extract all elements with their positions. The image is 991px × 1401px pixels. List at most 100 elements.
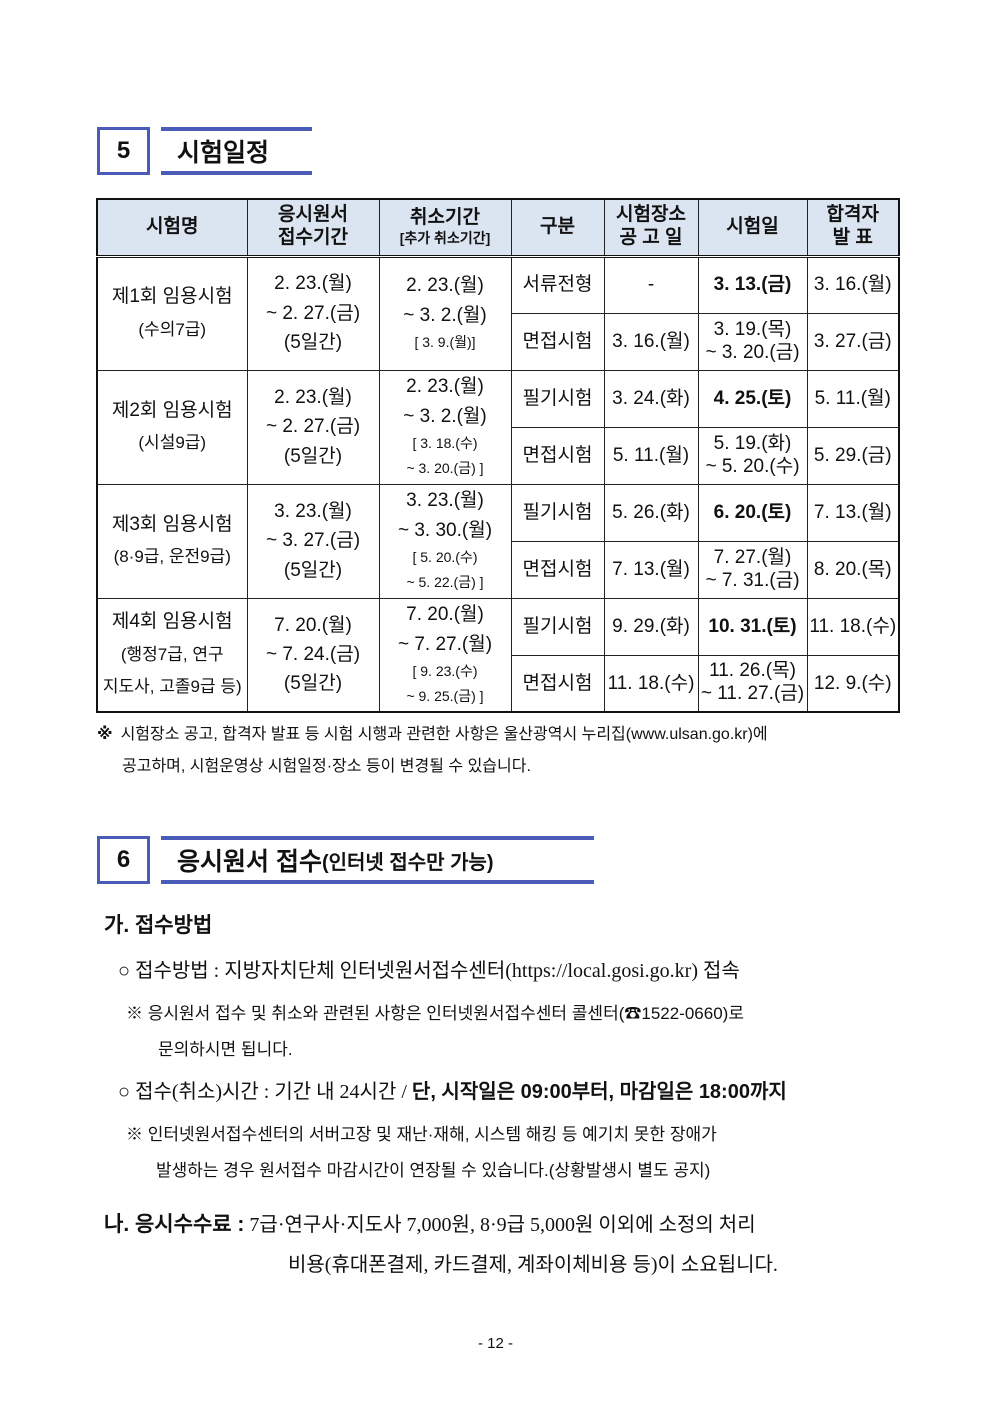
column-header: 시험장소 공 고 일 xyxy=(603,198,699,258)
exam-name-cell: 제1회 임용시험 (수의7급) xyxy=(96,255,248,371)
cancel-period-cell: 2. 23.(월) ~ 3. 2.(월) [ 3. 18.(수) ~ 3. 20.… xyxy=(378,369,512,485)
venue-notice-date-cell: 3. 24.(화) xyxy=(603,369,699,428)
result-date-cell: 5. 11.(월) xyxy=(806,369,900,428)
exam-name: 제4회 임용시험 xyxy=(111,611,233,633)
column-header: 응시원서 접수기간 xyxy=(246,198,380,258)
exam-name: 제1회 임용시험 xyxy=(111,286,233,308)
extra-cancel-period: [ 9. 23.(수) ~ 9. 25.(금) ] xyxy=(406,663,484,705)
exam-type-cell: 면접시험 xyxy=(510,312,605,371)
time-note-1: ※ 인터넷원서접수센터의 서버고장 및 재난·재해, 시스템 해킹 등 예기치 … xyxy=(126,1125,717,1144)
venue-notice-date-cell: - xyxy=(603,255,699,314)
exam-date-cell: 3. 13.(금) xyxy=(697,255,808,314)
cancel-period-cell: 2. 23.(월) ~ 3. 2.(월) [ 3. 9.(월)] xyxy=(378,255,512,371)
exam-date-cell: 5. 19.(화) ~ 5. 20.(수) xyxy=(697,426,808,485)
exam-name-cell: 제3회 임용시험 (8·9급, 운전9급) xyxy=(96,483,248,599)
section-title-main: 응시원서 접수 xyxy=(177,848,322,876)
cancel-period: 2. 23.(월) ~ 3. 2.(월) xyxy=(403,376,487,427)
cancel-period: 2. 23.(월) ~ 3. 2.(월) xyxy=(403,275,487,326)
time-prefix: ○ 접수(취소)시간 : 기간 내 24시간 / xyxy=(118,1081,412,1103)
table-header-row: 시험명 응시원서 접수기간 취소기간 [추가 취소기간] 구분 시험장소 공 고 일 시험일… xyxy=(96,198,900,258)
column-header-label: 시험명 xyxy=(146,215,199,237)
venue-notice-date-cell: 5. 11.(월) xyxy=(603,426,699,485)
table-row: 면접시험 7. 13.(월) 7. 27.(월) ~ 7. 31.(금) 8. 20.… xyxy=(97,540,900,599)
exam-grade: (8·9급, 운전9급) xyxy=(113,547,231,566)
exam-date-cell: 4. 25.(토) xyxy=(697,369,808,428)
cancel-period: 7. 20.(월) ~ 7. 27.(월) xyxy=(397,604,493,655)
venue-notice-date-cell: 5. 26.(화) xyxy=(603,483,699,542)
exam-date-cell: 6. 20.(토) xyxy=(697,483,808,542)
exam-name: 제3회 임용시험 xyxy=(111,513,233,535)
exam-date-cell: 10. 31.(토) xyxy=(697,597,808,656)
fee-line-1: 나. 응시수수료 : 7급·연구사·지도사 7,000원, 8·9급 5,000… xyxy=(104,1208,756,1238)
page-number: - 12 - xyxy=(477,1335,513,1352)
cancel-period: 3. 23.(월) ~ 3. 30.(월) xyxy=(397,490,493,541)
table-row: 제4회 임용시험 (행정7급, 연구 지도사, 고졸9급 등) 7. 20.(월)… xyxy=(96,597,900,713)
exam-grade: (시설9급) xyxy=(138,433,207,452)
column-header-label: 합격자 발 표 xyxy=(826,204,879,249)
exam-type-cell: 필기시험 xyxy=(510,369,605,428)
column-header: 구분 xyxy=(510,198,605,258)
table-row: 면접시험 11. 18.(수) 11. 26.(목) ~ 11. 27.(금) 12.… xyxy=(97,654,900,713)
exam-type-cell: 필기시험 xyxy=(510,597,605,656)
exam-type-cell: 필기시험 xyxy=(510,483,605,542)
exam-date-cell: 3. 19.(목) ~ 3. 20.(금) xyxy=(697,312,808,371)
time-note-2: 발생하는 경우 원서접수 마감시간이 연장될 수 있습니다.(상황발생시 별도 … xyxy=(156,1161,711,1180)
exam-type-cell: 면접시험 xyxy=(510,540,605,599)
table-row: 제1회 임용시험 (수의7급) 2. 23.(월) ~ 2. 27.(금) (5일… xyxy=(96,255,900,371)
result-date-cell: 3. 27.(금) xyxy=(806,312,900,371)
application-period-cell: 2. 23.(월) ~ 2. 27.(금) (5일간) xyxy=(246,369,380,485)
application-period-cell: 7. 20.(월) ~ 7. 24.(금) (5일간) xyxy=(246,597,380,713)
column-header-label: 시험일 xyxy=(726,215,779,237)
exam-type-cell: 면접시험 xyxy=(510,426,605,485)
section-title: 시험일정 xyxy=(161,127,312,175)
extra-cancel-period: [ 3. 18.(수) ~ 3. 20.(금) ] xyxy=(406,435,484,477)
result-date-cell: 7. 13.(월) xyxy=(806,483,900,542)
column-header: 시험명 xyxy=(96,198,248,258)
exam-name: 제2회 임용시험 xyxy=(111,399,233,421)
exam-schedule-table: 시험명 응시원서 접수기간 취소기간 [추가 취소기간] 구분 시험장소 공 고 일 시험일… xyxy=(96,198,900,713)
method-note-2: 문의하시면 됩니다. xyxy=(158,1040,293,1059)
exam-grade: (행정7급, 연구 지도사, 고졸9급 등) xyxy=(102,644,242,696)
venue-notice-date-cell: 11. 18.(수) xyxy=(603,654,699,713)
fee-text-1: 7급·연구사·지도사 7,000원, 8·9급 5,000원 이외에 소정의 처… xyxy=(249,1214,756,1236)
application-period-cell: 2. 23.(월) ~ 2. 27.(금) (5일간) xyxy=(246,255,380,371)
subsection-heading: 가. 접수방법 xyxy=(104,914,213,937)
application-period-cell: 3. 23.(월) ~ 3. 27.(금) (5일간) xyxy=(246,483,380,599)
table-note: ※ 시험장소 공고, 합격자 발표 등 시험 시행과 관련한 사항은 울산광역시 … xyxy=(97,719,768,751)
cancel-period-cell: 7. 20.(월) ~ 7. 27.(월) [ 9. 23.(수) ~ 9. 25… xyxy=(378,597,512,713)
column-header-label: 구분 xyxy=(540,215,575,237)
note-mark-icon: ※ xyxy=(97,726,113,743)
exam-type-cell: 면접시험 xyxy=(510,654,605,713)
column-header: 합격자 발 표 xyxy=(806,198,900,258)
exam-name-cell: 제4회 임용시험 (행정7급, 연구 지도사, 고졸9급 등) xyxy=(96,597,248,713)
column-header: 시험일 xyxy=(697,198,808,258)
result-date-cell: 12. 9.(수) xyxy=(806,654,900,713)
venue-notice-date-cell: 9. 29.(화) xyxy=(603,597,699,656)
result-date-cell: 11. 18.(수) xyxy=(806,597,900,656)
fee-text-2: 비용(휴대폰결제, 카드결제, 계좌이체비용 등)이 소요됩니다. xyxy=(288,1254,778,1276)
method-note-1: ※ 응시원서 접수 및 취소와 관련된 사항은 인터넷원서접수센터 콜센터(☎1… xyxy=(126,1004,744,1023)
section-title-sub: (인터넷 접수만 가능) xyxy=(321,851,494,874)
column-header-sublabel: [추가 취소기간] xyxy=(399,230,491,247)
exam-date-cell: 11. 26.(목) ~ 11. 27.(금) xyxy=(697,654,808,713)
venue-notice-date-cell: 3. 16.(월) xyxy=(603,312,699,371)
method-line: ○ 접수방법 : 지방자치단체 인터넷원서접수센터(https://local.… xyxy=(118,960,740,982)
extra-cancel-period: [ 3. 9.(월)] xyxy=(414,334,476,351)
column-header-label: 취소기간 xyxy=(410,207,480,229)
note-line-1: 시험장소 공고, 합격자 발표 등 시험 시행과 관련한 사항은 울산광역시 누… xyxy=(120,726,768,743)
note-line-2: 공고하며, 시험운영상 시험일정·장소 등이 변경될 수 있습니다. xyxy=(122,758,531,775)
exam-date-cell: 7. 27.(월) ~ 7. 31.(금) xyxy=(697,540,808,599)
table-row: 면접시험 5. 11.(월) 5. 19.(화) ~ 5. 20.(수) 5. 29.… xyxy=(97,426,900,485)
section-number-box: 6 xyxy=(97,836,150,884)
result-date-cell: 8. 20.(목) xyxy=(806,540,900,599)
extra-cancel-period: [ 5. 20.(수) ~ 5. 22.(금) ] xyxy=(406,549,484,591)
table-row: 면접시험 3. 16.(월) 3. 19.(목) ~ 3. 20.(금) 3. 27.… xyxy=(97,312,900,371)
venue-notice-date-cell: 7. 13.(월) xyxy=(603,540,699,599)
exam-grade: (수의7급) xyxy=(138,319,207,339)
section-number-box: 5 xyxy=(97,127,150,175)
fee-heading: 나. 응시수수료 : xyxy=(104,1213,245,1236)
exam-type-cell: 서류전형 xyxy=(510,255,605,314)
column-header-label: 시험장소 공 고 일 xyxy=(616,204,686,249)
time-line: ○ 접수(취소)시간 : 기간 내 24시간 / 단, 시작일은 09:00부터… xyxy=(118,1075,787,1104)
time-bold: 단, 시작일은 09:00부터, 마감일은 18:00까지 xyxy=(411,1081,787,1103)
